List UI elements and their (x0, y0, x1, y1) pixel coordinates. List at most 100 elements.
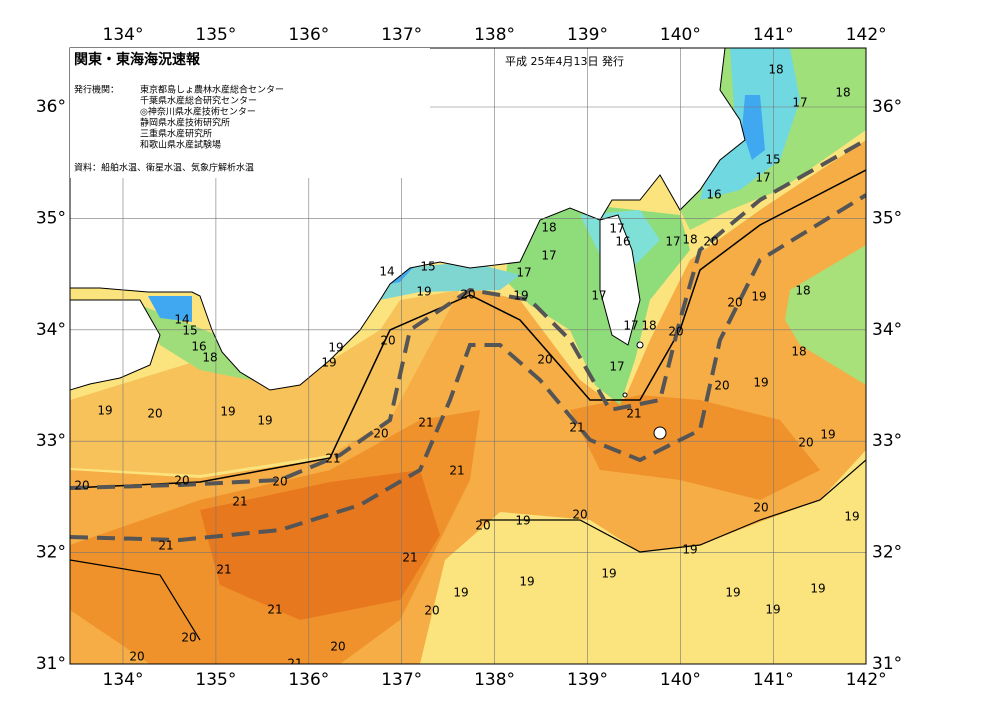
lon-label: 135° (195, 670, 236, 690)
island (636, 341, 644, 349)
lon-label: 134° (103, 670, 144, 690)
lon-label: 137° (381, 25, 422, 45)
contour-label: 20 (537, 353, 552, 367)
contour-label: 20 (475, 519, 490, 533)
contour-label: 20 (460, 288, 475, 302)
contour-label: 17 (755, 171, 770, 185)
sea-18-east (785, 245, 866, 385)
contour-label: 19 (844, 510, 859, 524)
lat-label: 32° (872, 543, 902, 563)
contour-label: 17 (792, 96, 807, 110)
contour-label: 19 (513, 289, 528, 303)
contour-label: 16 (191, 340, 206, 354)
contour-label: 19 (753, 376, 768, 390)
contour-label: 21 (418, 416, 433, 430)
lon-label: 141° (753, 25, 794, 45)
contour-label: 20 (703, 235, 718, 249)
issuer-list: 東京都島しょ農林水産総合センター千葉県水産総合研究センター◎神奈川県水産技術セン… (140, 84, 284, 151)
lon-label: 136° (288, 670, 329, 690)
issuer-label: 発行機関： (74, 84, 119, 96)
contour-label: 15 (420, 260, 435, 274)
contour-label: 15 (765, 153, 780, 167)
contour-label: 19 (416, 285, 431, 299)
lon-label: 134° (103, 25, 144, 45)
lon-label: 140° (660, 25, 701, 45)
contour-label: 20 (424, 604, 439, 618)
contour-label: 20 (129, 650, 144, 664)
contour-label: 20 (380, 334, 395, 348)
contour-label: 14 (174, 313, 189, 327)
contour-label: 20 (714, 379, 729, 393)
sea-21-east (570, 395, 820, 500)
contour-label: 19 (453, 586, 468, 600)
contour-label: 17 (609, 360, 624, 374)
contour-label: 20 (174, 474, 189, 488)
contour-label: 19 (751, 290, 766, 304)
contour-label: 21 (402, 551, 417, 565)
contour (70, 459, 866, 641)
source: 資料：船舶水温、衛星水温、気象庁解析水温 (74, 162, 254, 174)
contour-label: 20 (330, 640, 345, 654)
contour (70, 169, 866, 489)
lon-label: 139° (567, 25, 608, 45)
land-izu (599, 214, 641, 346)
kuroshio-axis (70, 138, 866, 490)
contour-label: 18 (202, 351, 217, 365)
lat-label: 35° (36, 208, 66, 228)
issuer: 東京都島しょ農林水産総合センター (140, 84, 284, 96)
issue-date: 平成 25年4月13日 発行 (505, 54, 624, 68)
contour-label: 19 (220, 405, 235, 419)
contour-label: 14 (379, 265, 394, 279)
contour-label: 20 (798, 436, 813, 450)
contour-label: 18 (795, 284, 810, 298)
contour-label: 20 (668, 325, 683, 339)
contour-label: 21 (232, 495, 247, 509)
contour-label: 20 (753, 501, 768, 515)
lon-label: 141° (753, 670, 794, 690)
contour-label: 20 (181, 631, 196, 645)
lon-label: 138° (474, 25, 515, 45)
contour-label: 21 (449, 464, 464, 478)
contour-label: 19 (682, 543, 697, 557)
contour-label: 18 (682, 233, 697, 247)
contour-label: 19 (257, 414, 272, 428)
lat-label: 32° (36, 543, 66, 563)
contour-label: 21 (216, 563, 231, 577)
lat-label: 35° (872, 208, 902, 228)
contour-label: 17 (665, 235, 680, 249)
contour-label: 21 (287, 657, 302, 671)
lon-label: 140° (660, 670, 701, 690)
contour-label: 16 (706, 188, 721, 202)
contour-label: 19 (328, 341, 343, 355)
title: 関東・東海海況速報 (74, 51, 201, 68)
island (653, 426, 667, 440)
contour-label: 20 (74, 479, 89, 493)
lon-label: 138° (474, 670, 515, 690)
contour-label: 18 (641, 319, 656, 333)
lat-label: 33° (36, 431, 66, 451)
issuer: 静岡県水産技術研究所 (140, 117, 230, 129)
contour-label: 19 (601, 567, 616, 581)
contour-label: 21 (569, 421, 584, 435)
contour-label: 20 (147, 407, 162, 421)
contour-label: 19 (97, 404, 112, 418)
contour-label: 18 (791, 345, 806, 359)
contour-label: 18 (768, 63, 783, 77)
lat-label: 33° (872, 431, 902, 451)
issuer: 三重県水産研究所 (140, 128, 212, 140)
contour-label: 19 (765, 603, 780, 617)
contour-label: 20 (572, 508, 587, 522)
contour-label: 20 (373, 427, 388, 441)
bay (148, 296, 192, 322)
island (622, 392, 628, 398)
contour-label: 17 (516, 266, 531, 280)
tick-labels: 134° 134° 135° 135° 136° 136° 137° 137° 138° 138°… (36, 25, 902, 690)
lat-label: 31° (872, 654, 902, 674)
contour-label: 19 (820, 428, 835, 442)
contour-label: 17 (591, 289, 606, 303)
contour-label: 19 (515, 514, 530, 528)
contour-label: 15 (182, 324, 197, 338)
